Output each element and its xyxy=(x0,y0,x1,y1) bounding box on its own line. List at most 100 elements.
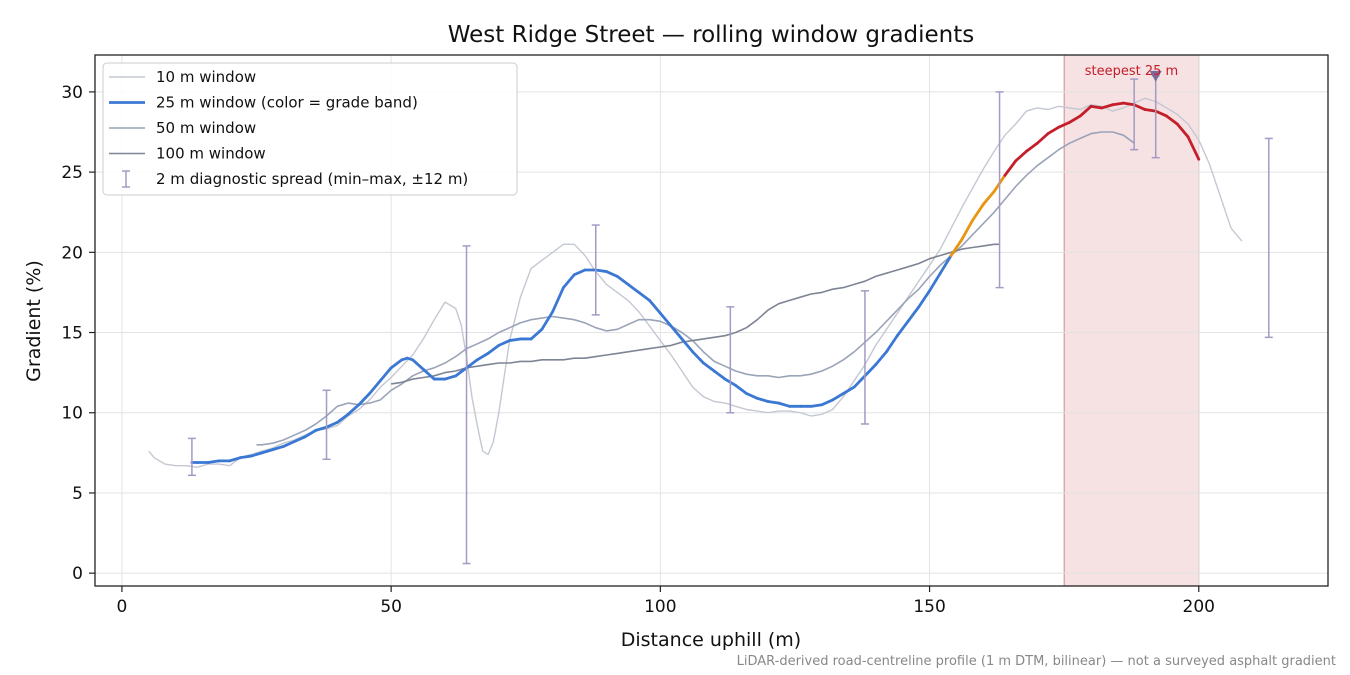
series-25m-segment xyxy=(465,358,479,370)
series-25m-segment xyxy=(422,368,436,381)
series-25m-segment xyxy=(1186,135,1201,161)
series-25m-segment xyxy=(809,403,824,408)
series-25m-segment xyxy=(572,268,587,277)
series-25m-segment xyxy=(745,392,759,400)
series-25m-segment xyxy=(508,337,522,342)
series-25m-segment xyxy=(615,274,630,286)
series-25m-segment xyxy=(906,305,921,323)
series-25m-segment xyxy=(1046,125,1061,136)
series-25m-segment xyxy=(529,327,544,341)
series-25m-segment xyxy=(594,268,608,273)
x-tick-label: 200 xyxy=(1183,597,1215,617)
series-25m-segment xyxy=(669,324,684,341)
x-tick-label: 150 xyxy=(913,597,945,617)
series-25m-segment xyxy=(325,420,339,429)
series-25m-segment xyxy=(378,366,393,383)
series-25m-segment xyxy=(842,385,856,395)
series-25m-segment xyxy=(1165,114,1179,126)
series-25m-segment xyxy=(1078,104,1093,118)
series-25m-segment xyxy=(314,425,328,432)
legend-box xyxy=(102,62,518,196)
series-25m-segment xyxy=(228,456,242,463)
series-25m-segment xyxy=(895,319,910,338)
series-25m-segment xyxy=(1175,122,1190,139)
y-tick-label: 30 xyxy=(61,83,83,103)
legend-entry-label: 25 m window (color = grade band) xyxy=(156,94,418,112)
series-25m-segment xyxy=(475,351,490,362)
series-25m-segment xyxy=(982,189,996,206)
series-25m-segment xyxy=(917,289,931,309)
plot-area: steepest 25 m 0 50 100 150 200 0 5 10 15 20 25 30 xyxy=(61,54,1329,617)
x-tick-label: 50 xyxy=(380,597,402,617)
series-25m-segment xyxy=(411,358,425,371)
series-25m-segment xyxy=(755,396,770,403)
series-25m-segment xyxy=(949,238,964,257)
series-25m-segment xyxy=(238,454,253,460)
chart-title: West Ridge Street — rolling window gradi… xyxy=(448,22,975,48)
series-25m-segment xyxy=(454,366,468,378)
series-25m-segment xyxy=(1143,108,1158,113)
series-25m-segment xyxy=(486,343,501,355)
series-25m-segment xyxy=(282,440,296,448)
series-25m-segment xyxy=(1025,141,1039,153)
series-25m-segment xyxy=(292,435,307,444)
series-25m-segment xyxy=(734,384,748,395)
series-25m-segment xyxy=(938,254,953,275)
series-25m-segment xyxy=(658,311,673,328)
series-25m-segment xyxy=(389,358,404,370)
plot-frame xyxy=(94,54,1329,587)
y-tick-label: 5 xyxy=(72,484,83,504)
series-25m-segment xyxy=(1014,149,1028,163)
series-25m-segment xyxy=(1111,101,1125,107)
series-25m-segment xyxy=(626,283,641,294)
series-10m-line xyxy=(148,97,1243,468)
series-25m-segment xyxy=(605,270,619,278)
series-25m-segment xyxy=(1068,114,1082,124)
legend-entry-label: 50 m window xyxy=(156,119,256,137)
series-25m-segment xyxy=(368,379,382,395)
series-25m-segment xyxy=(852,374,867,389)
legend-entry-label: 10 m window xyxy=(156,68,256,86)
series-25m-segment xyxy=(1154,109,1168,118)
y-tick-label: 15 xyxy=(61,324,83,344)
series-25m-segment xyxy=(1132,103,1147,111)
series-25m-segment xyxy=(497,339,511,347)
series-25m-segment xyxy=(648,299,662,315)
steepest-segment-band xyxy=(1063,54,1200,587)
series-100m-line xyxy=(390,243,1000,385)
series-25m-segment xyxy=(249,451,264,458)
series-25m-segment xyxy=(960,218,975,241)
series-25m-segment xyxy=(271,445,285,452)
steepest-marker-icon xyxy=(1149,70,1162,82)
legend-entry-label: 100 m window xyxy=(156,145,266,163)
series-25m-segment xyxy=(1003,159,1018,177)
series-25m-segment xyxy=(335,412,350,424)
series-25m-segment xyxy=(562,273,576,290)
x-tick-label: 100 xyxy=(644,597,676,617)
series-25m-segment xyxy=(831,392,845,402)
series-25m-segment xyxy=(885,334,899,354)
y-tick-label: 20 xyxy=(61,243,83,263)
series-25m-segment xyxy=(702,361,716,373)
series-25m-segment xyxy=(691,350,705,365)
series-25m-segment xyxy=(260,448,275,455)
series-25m-segment xyxy=(443,374,458,381)
series-25m-segment xyxy=(1035,132,1050,145)
y-tick-label: 10 xyxy=(61,404,83,424)
series-25m-segment xyxy=(874,350,888,367)
series-25m-segment xyxy=(777,401,791,408)
legend: 10 m window 25 m window (color = grade ba… xyxy=(102,62,518,196)
series-25m-segment xyxy=(971,202,985,222)
footnote: LiDAR-derived road-centreline profile (1… xyxy=(737,654,1336,669)
series-25m-segment xyxy=(1100,103,1115,110)
x-axis-label: Distance uphill (m) xyxy=(621,629,801,651)
series-25m-segment xyxy=(766,400,781,405)
series-25m-segment xyxy=(551,286,565,314)
series-25m-segment xyxy=(206,459,221,464)
y-tick-label: 25 xyxy=(61,163,83,183)
steepest-label: steepest 25 m xyxy=(1085,64,1178,79)
series-25m-segment xyxy=(1121,101,1136,107)
series-25m-segment xyxy=(346,403,361,416)
series-25m-segment xyxy=(303,428,318,439)
